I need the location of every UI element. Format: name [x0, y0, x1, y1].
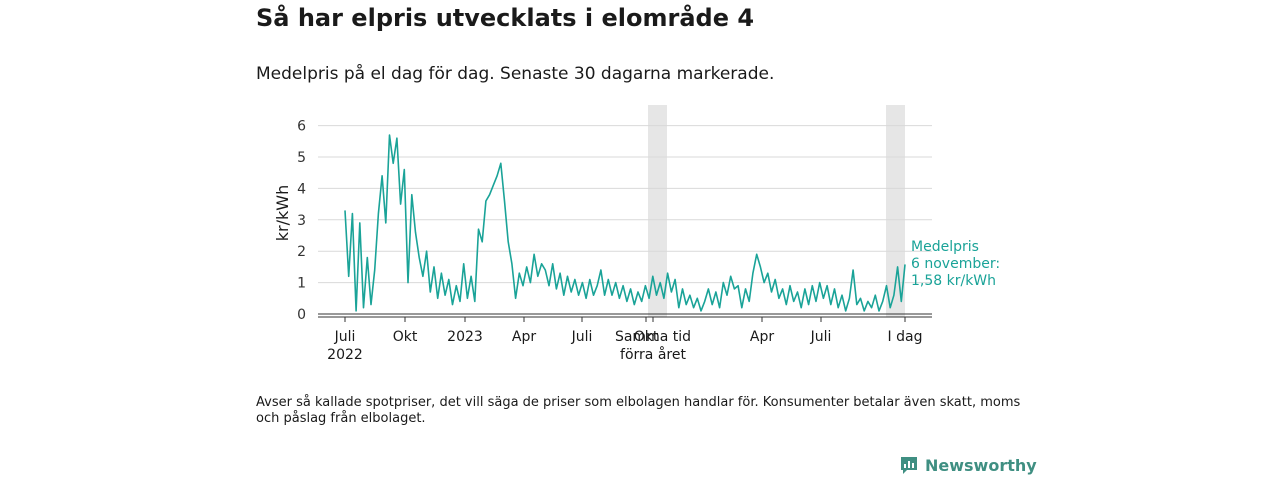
x-tick-label: förra året	[620, 346, 686, 363]
y-tick-label: 2	[297, 244, 306, 260]
x-tick-label: Apr	[750, 329, 774, 345]
x-tick-label: 2023	[447, 329, 483, 345]
x-tick-label: Juli	[810, 329, 832, 345]
highlight-band-last-year	[648, 105, 667, 317]
series-layer	[344, 134, 906, 312]
annotation-line-3: 1,58 kr/kWh	[911, 273, 996, 289]
x-tick-label: I dag	[888, 329, 923, 345]
brand[interactable]: Newsworthy	[899, 455, 1037, 475]
annotation-line-1: Medelpris	[911, 239, 979, 255]
chart-subtitle: Medelpris på el dag för dag. Senaste 30 …	[256, 64, 775, 84]
y-tick-label: 0	[297, 307, 306, 323]
y-tick-label: 1	[297, 276, 306, 292]
x-tick-label: Okt	[393, 329, 418, 345]
newsworthy-logo-icon	[901, 457, 917, 474]
y-tick-label: 3	[297, 213, 306, 229]
x-tick-label: Apr	[512, 329, 536, 345]
footnote: Avser så kallade spotpriser, det vill sä…	[256, 395, 1021, 426]
page-title: Så har elpris utvecklats i elområde 4	[256, 4, 755, 32]
series-line	[344, 134, 906, 312]
y-tick-label: 4	[297, 181, 306, 197]
x-tick-label: Okt	[634, 329, 659, 345]
y-tick-label: 5	[297, 150, 306, 166]
highlight-band-last-30-days	[886, 105, 905, 317]
x-tick-label: Juli	[571, 329, 593, 345]
x-tick-label: 2022	[327, 347, 363, 363]
gridlines	[318, 125, 932, 284]
x-tick-label: Samma tid	[615, 329, 691, 345]
y-axis-label: kr/kWh	[273, 185, 292, 241]
y-tick-label: 6	[297, 119, 306, 135]
brand-name: Newsworthy	[925, 455, 1037, 475]
annotation-line-2: 6 november:	[911, 256, 1000, 272]
highlight-bands	[648, 105, 905, 317]
x-tick-label: Juli	[334, 329, 356, 345]
